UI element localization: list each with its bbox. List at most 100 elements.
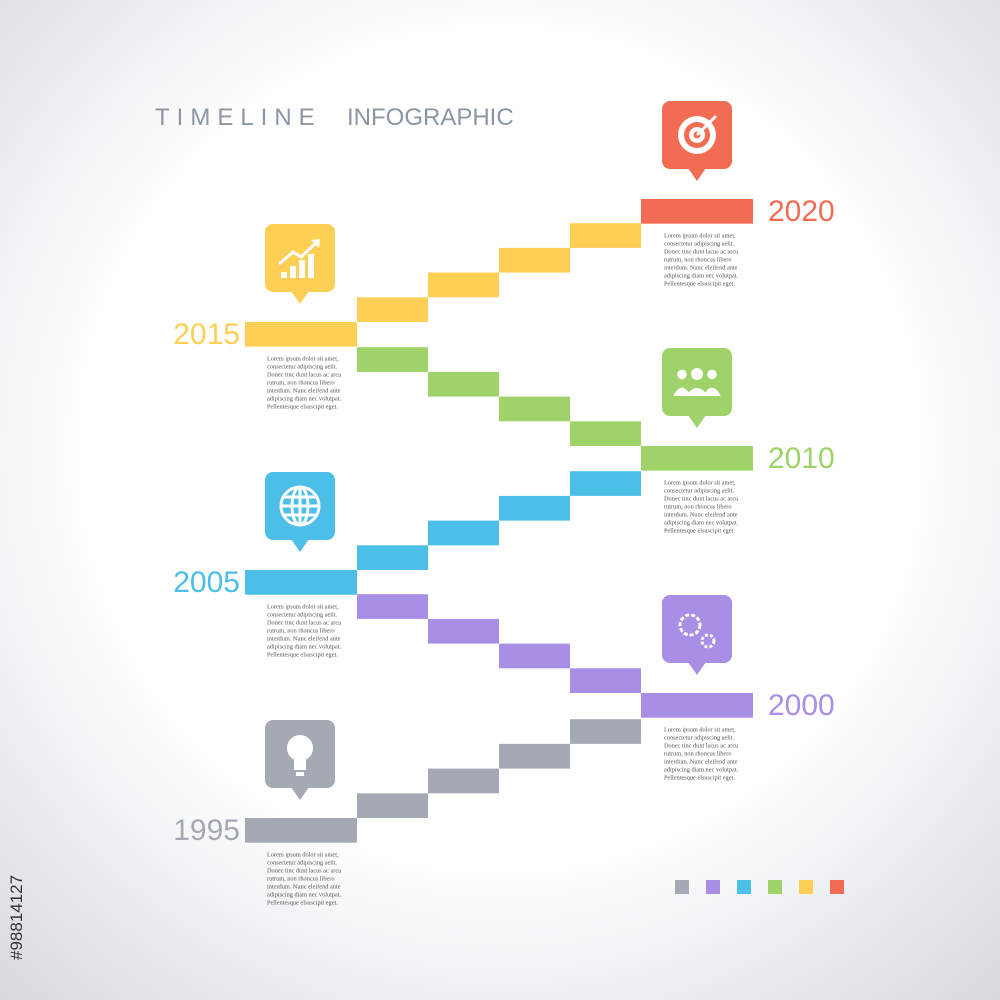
body-text: interdum. Nunc eleifend ante (267, 388, 341, 395)
body-text: rutrum, non rhoncus libero (267, 380, 335, 387)
bubble (662, 595, 732, 663)
step (499, 495, 570, 521)
body-text: consectetur adipiscing aelit. (664, 735, 735, 742)
legend-swatch (706, 880, 720, 894)
body-text: Pellentesque elsuscipit eget. (664, 528, 735, 535)
icon (296, 772, 304, 776)
icon (703, 387, 721, 396)
body-text: Lorem ipsum dolor sit amet, (267, 356, 339, 363)
year-label: 2010 (768, 442, 835, 475)
step (570, 421, 641, 446)
step (357, 347, 428, 372)
milestone-bar (641, 199, 753, 224)
body-text: consectetur adipiscing aelit. (664, 241, 735, 248)
body-text: consectetur adipiscing aelit. (664, 488, 735, 495)
body-text: Donec tinc dunt lacus ac arcu (664, 496, 739, 503)
icon (695, 114, 718, 137)
bubble-pointer (291, 787, 309, 800)
body-text: adipiscing diam nec volutpat. (267, 644, 342, 651)
step (357, 297, 428, 322)
step (570, 223, 641, 248)
body-text: Lorem ipsum dolor sit amet, (664, 727, 736, 734)
step (357, 793, 428, 818)
icon (686, 388, 708, 396)
body-text: interdum. Nunc eleifend ante (267, 884, 341, 891)
legend-swatch (830, 880, 844, 894)
icon (677, 369, 687, 380)
bubble (662, 348, 732, 416)
body-text: Pellentesque elsuscipit eget. (664, 281, 735, 288)
icon (287, 735, 313, 761)
bubble-pointer (688, 168, 706, 181)
icon (299, 260, 305, 278)
icon (691, 368, 703, 380)
step (428, 520, 499, 546)
body-text: consectetur adipiscing aelit. (267, 860, 338, 867)
body-text: Donec tinc dunt lacus ac arcu (267, 868, 342, 875)
step (428, 768, 499, 794)
bubble-pointer (291, 539, 309, 552)
body-text: adipiscing diam nec volutpat. (267, 892, 342, 899)
body-text: interdum. Nunc eleifend ante (664, 512, 738, 519)
body-text: Lorem ipsum dolor sit amet, (267, 604, 339, 611)
body-text: Lorem ipsum dolor sit amet, (664, 480, 736, 487)
body-text: Donec tinc dunt lacus ac arcu (267, 620, 342, 627)
step (499, 643, 570, 669)
year-label: 1995 (173, 814, 240, 847)
milestone-bar (245, 322, 357, 347)
milestone-bar (245, 570, 357, 595)
icon-bubble (662, 348, 732, 428)
body-text: Pellentesque elsuscipit eget. (267, 652, 338, 659)
step (428, 618, 499, 644)
body-text: consectetur adipiscing aelit. (267, 364, 338, 371)
legend-swatch (799, 880, 813, 894)
icon-bubble (662, 101, 732, 181)
icon (281, 487, 319, 525)
body-text: interdum. Nunc eleifend ante (664, 759, 738, 766)
body-text: Donec tinc dunt lacus ac arcu (664, 249, 739, 256)
legend-swatch (737, 880, 751, 894)
title-bold: INFOGRAPHIC (347, 104, 514, 131)
icon (678, 613, 702, 637)
milestone-bar (641, 446, 753, 471)
icon-bubble (662, 595, 732, 675)
side-label: #98814127 (7, 875, 26, 960)
icon-bubble (265, 720, 335, 800)
body-text: adipiscing diam nec volutpat. (267, 396, 342, 403)
step (428, 371, 499, 397)
icon (281, 272, 287, 278)
body-text: rutrum, non rhoncus libero (664, 257, 732, 264)
icon (707, 369, 717, 380)
bubble-pointer (688, 415, 706, 428)
body-text: Pellentesque elsuscipit eget. (267, 900, 338, 907)
body-text: rutrum, non rhoncus libero (267, 628, 335, 635)
icon (700, 633, 716, 649)
legend-swatch (675, 880, 689, 894)
body-text: adipiscing diam nec volutpat. (664, 520, 739, 527)
body-text: rutrum, non rhoncus libero (267, 876, 335, 883)
icon-bubble (265, 224, 335, 304)
milestone-bar (641, 693, 753, 718)
step (570, 471, 641, 496)
icon (278, 240, 319, 266)
icon (308, 254, 314, 278)
body-text: adipiscing diam nec volutpat. (664, 273, 739, 280)
body-text: Pellentesque elsuscipit eget. (664, 775, 735, 782)
step (428, 272, 499, 298)
icon (673, 387, 691, 396)
milestone-bar (245, 818, 357, 843)
body-text: rutrum, non rhoncus libero (664, 504, 732, 511)
icon (290, 266, 296, 278)
body-text: consectetur adipiscing aelit. (267, 612, 338, 619)
icon (294, 760, 306, 770)
body-text: adipiscing diam nec volutpat. (664, 767, 739, 774)
body-text: Pellentesque elsuscipit eget. (267, 404, 338, 411)
icon (311, 239, 320, 248)
step (570, 719, 641, 744)
year-label: 2020 (768, 195, 835, 228)
body-text: Donec tinc dunt lacus ac arcu (664, 743, 739, 750)
body-text: Lorem ipsum dolor sit amet, (267, 852, 339, 859)
step (499, 247, 570, 273)
icon-bubble (265, 472, 335, 552)
